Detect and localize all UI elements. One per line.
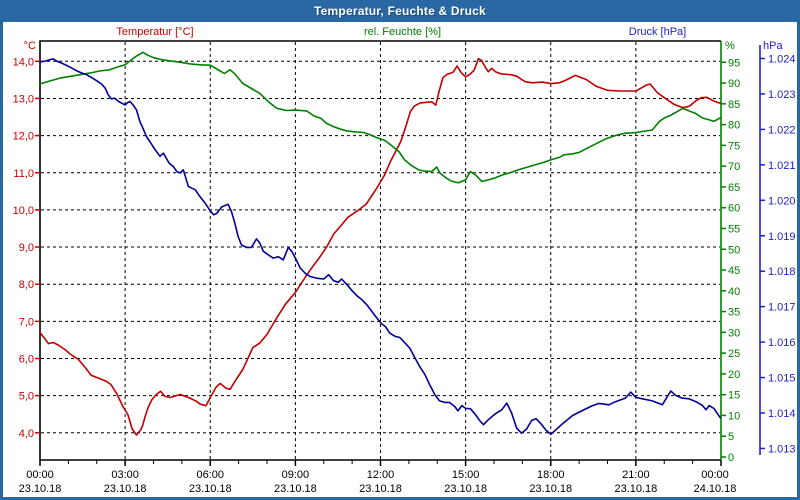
- pressure-tick-label: 1.016: [768, 337, 796, 349]
- humidity-tick-label: 70: [728, 161, 740, 173]
- window-title: Temperatur, Feuchte & Druck: [314, 4, 486, 18]
- chart-panel: [3, 22, 797, 497]
- date-tick-label: 23.10.18: [359, 483, 402, 495]
- series-line-temperature: [39, 57, 721, 436]
- time-tick-label: 00:00: [26, 469, 54, 481]
- date-tick-label: 23.10.18: [19, 483, 62, 495]
- pressure-tick-label: 1.022: [768, 124, 796, 136]
- legend-humidity: rel. Feuchte [%]: [363, 26, 442, 38]
- temperature-tick-label: 9,0: [19, 242, 34, 254]
- date-tick-label: 23.10.18: [104, 483, 147, 495]
- pressure-tick-label: 1.021: [768, 160, 796, 172]
- pressure-axis-unit: hPa: [763, 40, 783, 52]
- temperature-tick-label: 10,0: [13, 205, 34, 217]
- legend-pressure: Druck [hPa]: [628, 26, 687, 38]
- time-tick-label: 03:00: [111, 469, 139, 481]
- humidity-axis-unit: %: [725, 40, 735, 52]
- time-tick-label: 21:00: [622, 469, 650, 481]
- legend-temperature: Temperatur [°C]: [116, 26, 194, 38]
- humidity-tick-label: 85: [728, 99, 740, 111]
- time-tick-label: 00:00: [701, 469, 729, 481]
- temperature-tick-label: 14,0: [13, 56, 34, 68]
- temperature-tick-label: 6,0: [19, 354, 34, 366]
- pressure-tick-label: 1.014: [768, 408, 796, 420]
- humidity-tick-label: 40: [728, 286, 740, 298]
- humidity-tick-label: 75: [728, 140, 740, 152]
- date-tick-label: 23.10.18: [189, 483, 232, 495]
- date-tick-label: 23.10.18: [529, 483, 572, 495]
- pressure-tick-label: 1.019: [768, 231, 796, 243]
- humidity-tick-label: 15: [728, 390, 740, 402]
- humidity-tick-label: 30: [728, 327, 740, 339]
- humidity-tick-label: 20: [728, 369, 740, 381]
- time-tick-label: 12:00: [367, 469, 395, 481]
- humidity-tick-label: 55: [728, 223, 740, 235]
- temperature-tick-label: 13,0: [13, 93, 34, 105]
- humidity-tick-label: 5: [728, 431, 734, 443]
- temperature-tick-label: 11,0: [13, 168, 34, 180]
- time-axis: 00:00 23.10.18 03:00 23.10.18 06:00 23.10.18 0…: [19, 460, 737, 495]
- humidity-tick-label: 90: [728, 78, 740, 90]
- temperature-tick-label: 8,0: [19, 279, 34, 291]
- time-tick-label: 06:00: [196, 469, 224, 481]
- temperature-tick-label: 5,0: [19, 391, 34, 403]
- pressure-tick-label: 1.024: [768, 54, 796, 66]
- date-tick-label: 24.10.18: [694, 483, 737, 495]
- humidity-tick-label: 95: [728, 57, 740, 69]
- pressure-tick-label: 1.023: [768, 89, 796, 101]
- pressure-tick-label: 1.020: [768, 195, 796, 207]
- humidity-tick-label: 0: [728, 452, 734, 464]
- humidity-tick-label: 80: [728, 120, 740, 132]
- humidity-tick-label: 50: [728, 244, 740, 256]
- humidity-tick-label: 65: [728, 182, 740, 194]
- humidity-tick-label: 10: [728, 410, 740, 422]
- pressure-tick-label: 1.018: [768, 266, 796, 278]
- pressure-tick-label: 1.015: [768, 373, 796, 385]
- humidity-tick-label: 60: [728, 203, 740, 215]
- humidity-tick-label: 25: [728, 348, 740, 360]
- date-tick-label: 23.10.18: [274, 483, 317, 495]
- date-tick-label: 23.10.18: [444, 483, 487, 495]
- temperature-tick-label: 12,0: [13, 131, 34, 143]
- pressure-tick-label: 1.013: [768, 443, 796, 455]
- pressure-axis: 1.024 1.023 1.022 1.021 1.020 1.019 1.018 1.017…: [759, 45, 796, 455]
- date-tick-label: 23.10.18: [614, 483, 657, 495]
- temperature-axis: 14,0 13,0 12,0 11,0 10,0 9,0 8,0 7,0 6,0 5,0 4,0: [13, 56, 40, 440]
- temperature-tick-label: 7,0: [19, 316, 34, 328]
- plot-border: [39, 40, 721, 460]
- series-line-pressure: [39, 58, 721, 436]
- humidity-tick-label: 35: [728, 307, 740, 319]
- time-tick-label: 18:00: [537, 469, 565, 481]
- gridlines: [41, 42, 720, 459]
- pressure-tick-label: 1.017: [768, 302, 796, 314]
- time-tick-label: 09:00: [282, 469, 310, 481]
- temperature-axis-unit: °C: [23, 40, 36, 52]
- humidity-tick-label: 45: [728, 265, 740, 277]
- series-line-humidity: [39, 51, 721, 184]
- time-tick-label: 15:00: [452, 469, 480, 481]
- temperature-tick-label: 4,0: [19, 428, 34, 440]
